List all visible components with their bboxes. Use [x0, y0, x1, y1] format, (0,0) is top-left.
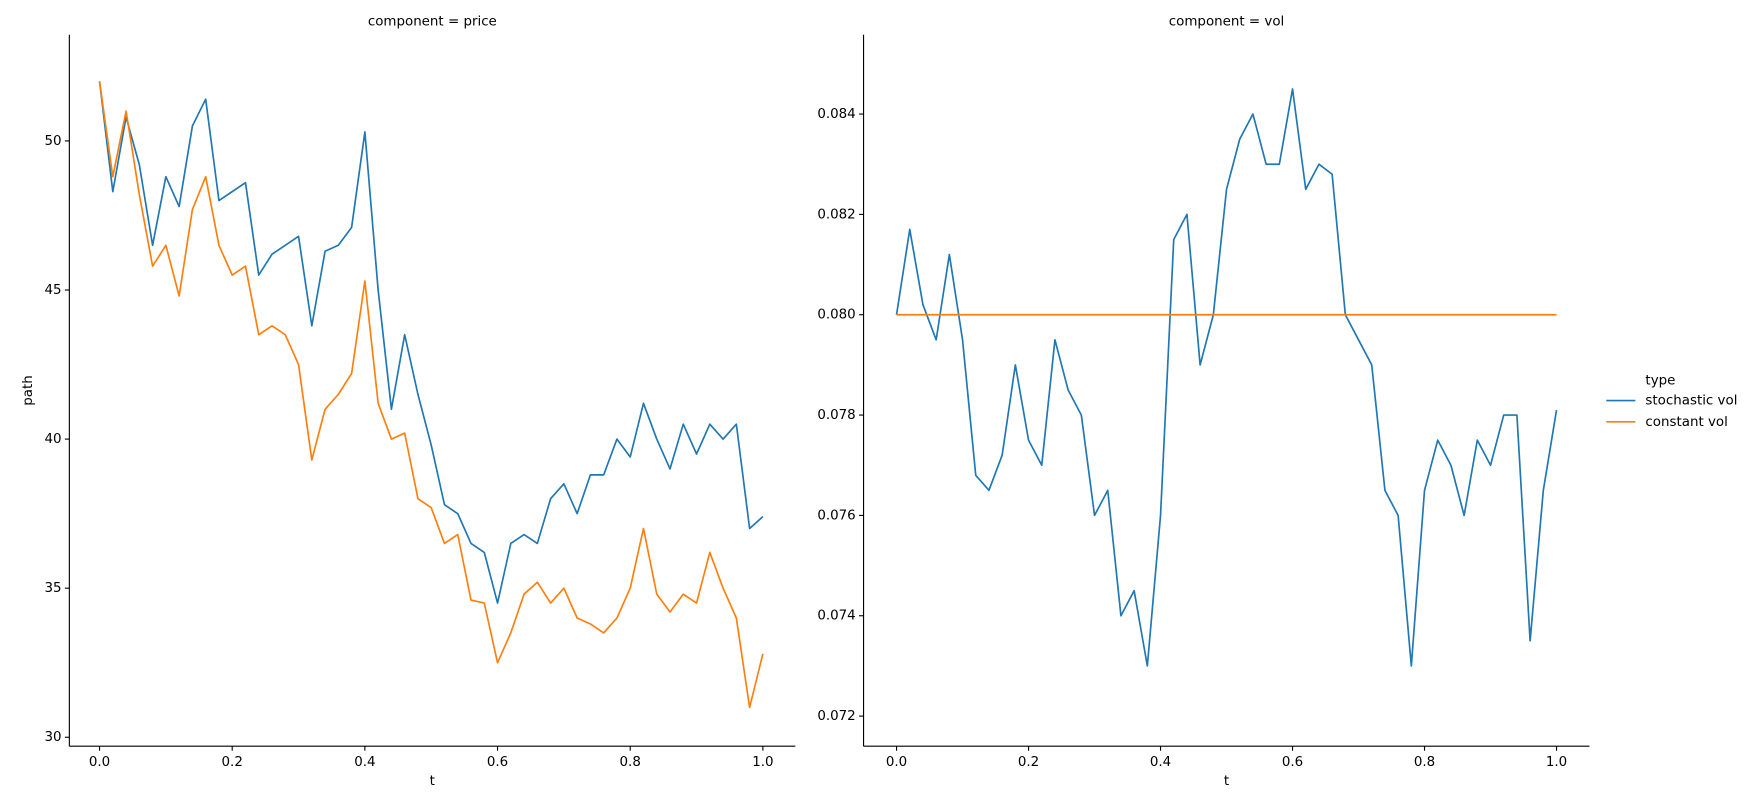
x-tick-label: 0.4	[354, 755, 375, 770]
chart-title: component = price	[368, 14, 497, 29]
y-tick-label: 0.076	[817, 508, 855, 523]
x-axis-label: t	[430, 774, 435, 789]
x-tick-label: 0.4	[1150, 755, 1171, 770]
y-tick-label: 0.072	[817, 709, 855, 724]
y-tick-label: 0.074	[817, 609, 855, 624]
x-tick-label: 0.6	[1282, 755, 1303, 770]
series-line	[895, 88, 1558, 667]
y-tick-label: 0.078	[817, 408, 855, 423]
x-tick-label: 0.8	[620, 755, 641, 770]
x-tick-label: 0.2	[222, 755, 243, 770]
x-tick-label: 0.0	[886, 755, 907, 770]
x-tick-label: 1.0	[1546, 755, 1567, 770]
y-tick-label: 45	[44, 283, 61, 298]
y-axis-label: path	[21, 375, 36, 405]
y-tick-label: 0.084	[817, 107, 855, 122]
legend-title: type	[1645, 373, 1675, 388]
chart-title: component = vol	[1169, 14, 1284, 29]
series-line	[98, 81, 764, 604]
x-tick-label: 0.2	[1018, 755, 1039, 770]
y-tick-label: 30	[44, 730, 61, 745]
y-tick-label: 50	[44, 134, 61, 149]
x-axis-label: t	[1224, 774, 1229, 789]
legend-label: stochastic vol	[1645, 394, 1737, 409]
y-tick-label: 0.080	[817, 308, 855, 323]
y-tick-label: 40	[44, 432, 61, 447]
x-tick-label: 0.8	[1414, 755, 1435, 770]
x-tick-label: 1.0	[752, 755, 773, 770]
legend-label: constant vol	[1645, 415, 1727, 430]
series-line	[98, 81, 764, 709]
y-tick-label: 35	[44, 581, 61, 596]
x-tick-label: 0.0	[89, 755, 110, 770]
x-tick-label: 0.6	[487, 755, 508, 770]
y-tick-label: 0.082	[817, 207, 855, 222]
